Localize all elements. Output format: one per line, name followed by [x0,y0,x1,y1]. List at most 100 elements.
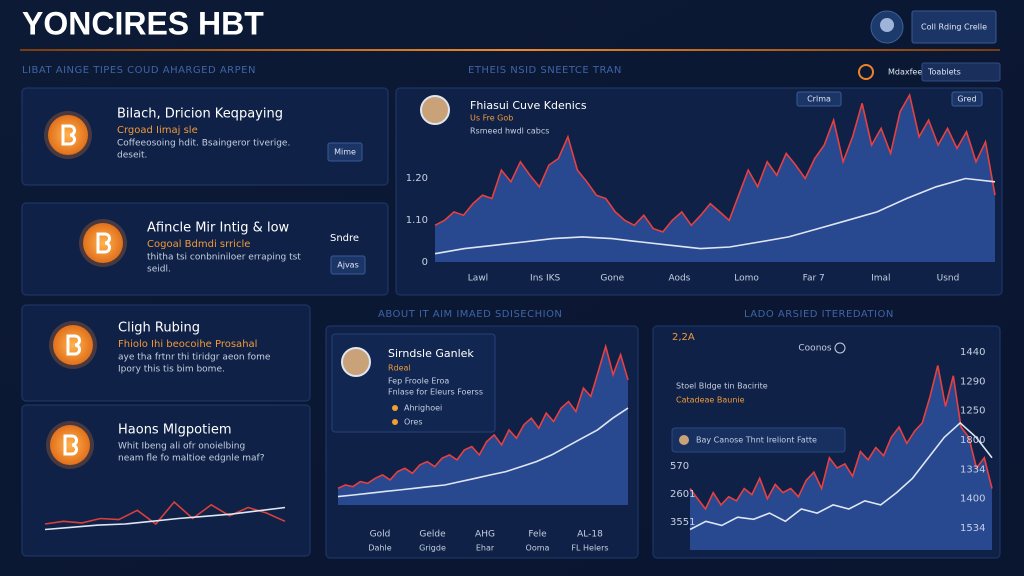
x-tick-label: FL Helers [571,544,608,553]
button-label: Mime [334,148,356,157]
coin-glyph [96,232,111,254]
chart-text: Fnlase for Eleurs Foerss [388,388,483,397]
x-tick-label: Ooma [526,544,550,553]
coin-icon [83,223,123,263]
card-highlight: Cogoal Bdmdi srricle [147,239,250,250]
left-label: 570 [670,461,689,472]
series-line [44,500,286,526]
card-text: Ipory this tis bim bome. [118,365,225,375]
series-area [338,346,628,505]
series-line [434,92,996,233]
legend-box [331,333,496,433]
right-label: 1440 [960,347,985,358]
x-tick-label: Ins IKS [530,274,560,284]
section-label: LADO ARSIED ITEREDATION [744,309,894,320]
y-tick-label: 1.10 [406,215,428,226]
x-tick-label: Imal [871,274,890,284]
legend-item: Ores [404,418,423,427]
label-icon [834,342,846,354]
coin-glyph [61,124,76,146]
x-tick-label: Grigde [419,544,446,553]
section-label: ABOUT IT AIM IMAED SDISECHION [378,309,562,320]
coin-icon [50,425,90,465]
chart-title: Fhiasui Cuve Kdenics [470,99,587,112]
right-label: 1800 [960,435,985,446]
card-text: aye tha frtnr thi tiridgr aeon fome [118,353,271,363]
button-bg[interactable] [951,91,983,107]
card-text: Coffeeosoing hdit. Bsaingeror tiverige. [117,139,290,149]
x-tick-label: Gold [370,530,391,540]
x-tick-label: Fele [528,530,547,540]
series-line [689,421,993,531]
x-tick-label: Lomo [734,274,759,284]
chart-caption: Rsmeed hwdl cabcs [470,127,549,136]
legend-item: Catadeae Baunie [676,396,745,405]
chart-title: Sirndsle Ganlek [388,347,474,360]
y-tick-label: 1.20 [406,173,428,184]
left-label: 2601 [670,489,695,500]
series-line [44,506,286,531]
left-label: 3551 [670,517,695,528]
chart-label: Coonos [798,344,832,354]
series-line [689,365,993,511]
card-highlight: Fhiolo Ihi beocoihe Prosahal [118,339,257,350]
x-tick-label: Gelde [419,530,446,540]
chart-subtitle: Rdeal [388,364,411,373]
coin-glyph [66,334,81,356]
button-label: Gred [957,95,976,104]
panel [21,304,311,402]
card-title: Haons Mlgpotiem [118,423,232,438]
right-label: 1534 [960,523,985,534]
button-label: Crlma [807,95,831,104]
x-tick-label: Usnd [937,274,960,284]
chart-subtitle: Us Fre Gob [470,114,513,123]
right-label: 1290 [960,376,985,387]
page-title: YONCIRES HBT [22,5,264,41]
card-text: Whit Ibeng ali ofr onoielbing [118,442,245,452]
button-bg[interactable] [911,10,997,44]
avatar-face [880,18,894,32]
panel [21,404,311,557]
button-bg[interactable] [330,255,366,275]
card-text: seidl. [147,265,171,275]
item-dot [392,405,398,411]
toolbar-label: Mdaxfeel [888,68,925,77]
note-icon [679,435,689,445]
chart-avatar [420,95,450,125]
button-bg[interactable] [796,91,842,107]
coin-glyph [63,434,78,456]
toolbar-icon [858,64,874,80]
right-label: 1400 [960,494,985,505]
x-tick-label: AL-18 [577,530,603,540]
card-text: neam fle fo maltioe edgnle maf? [118,454,265,464]
x-tick-label: Far 7 [803,274,825,284]
coin-icon [53,325,93,365]
card-highlight: Crgoad Iimaj sle [117,125,198,136]
series-line [337,343,629,490]
chart-avatar [341,347,371,377]
card-title: Afincle Mir Intig & low [147,221,290,236]
right-label: 1250 [960,406,985,417]
series-line [337,407,629,498]
select[interactable] [921,62,1001,82]
corner-label: 2,2A [672,332,695,343]
x-tick-label: Ehar [476,544,495,553]
y-tick-label: 0 [422,257,428,268]
card-title: Cligh Rubing [118,321,200,336]
button-bg[interactable] [327,142,363,162]
series-area [690,365,992,550]
series-line [434,177,996,255]
x-tick-label: Gone [600,274,624,284]
select-label: Toablets [927,68,961,77]
coin-icon [48,115,88,155]
chart-text: Fep Froole Eroa [388,377,449,386]
series-area [435,95,995,262]
x-tick-label: Lawl [468,274,488,284]
right-label: 1334 [960,464,985,475]
panel [21,87,389,186]
note-box [671,427,846,453]
x-tick-label: Aods [668,274,690,284]
section-label: LIBAT AINGE TIPES COUD AHARGED ARPEN [22,65,256,76]
note-text: Bay Canose Thnt Ireliont Fatte [696,436,817,445]
